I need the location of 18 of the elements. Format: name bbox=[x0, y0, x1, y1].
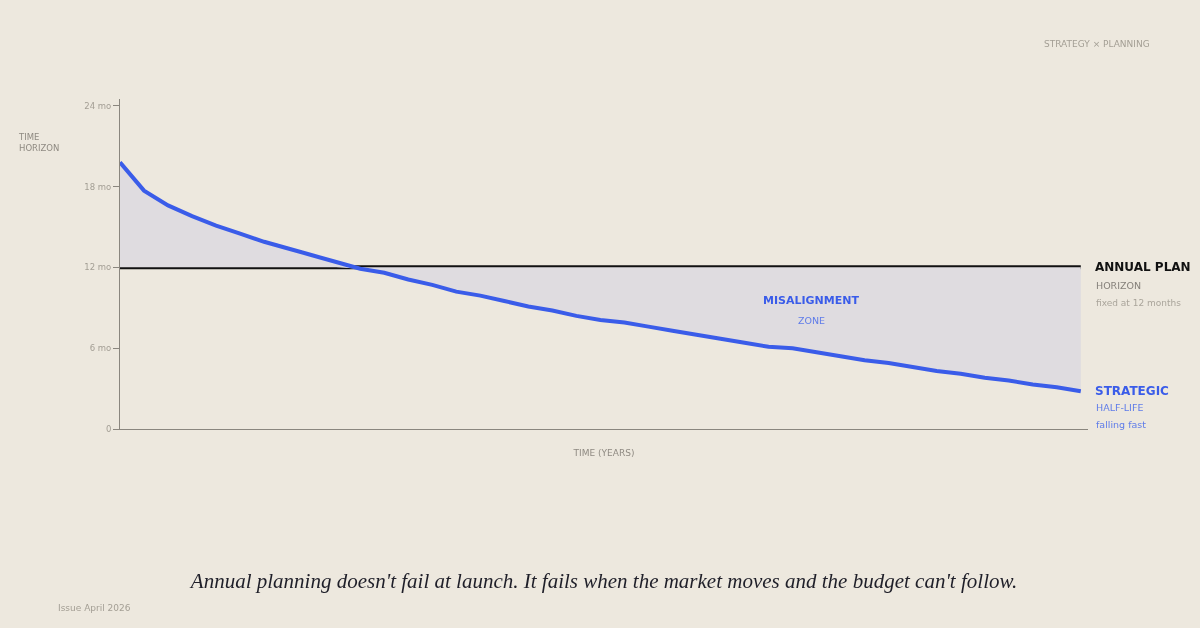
y-tick-label: 12 mo bbox=[84, 262, 112, 273]
annotation: MISALIGNMENT bbox=[763, 294, 860, 307]
ref-line-label: ANNUAL PLAN bbox=[1095, 260, 1191, 274]
text: falling fast bbox=[1096, 419, 1147, 430]
text: HALF-LIFE bbox=[1096, 402, 1144, 413]
text: Issue April 2026 bbox=[58, 603, 131, 613]
series-label: STRATEGIC bbox=[1095, 384, 1170, 398]
text: Annual planning doesn't fail at launch. It fails when the market moves and the budget can't follow. bbox=[188, 569, 1018, 594]
y-tick-label: 6 mo bbox=[89, 343, 112, 354]
text: STRATEGY × PLANNING bbox=[1044, 39, 1150, 49]
y-axis-title: TIME HORIZON bbox=[18, 132, 60, 154]
y-tick-label: 18 mo bbox=[84, 181, 112, 192]
x-axis-title: TIME (YEARS) bbox=[572, 448, 635, 459]
y-tick-label: 24 mo bbox=[84, 100, 112, 111]
text: fixed at 12 months bbox=[1096, 298, 1182, 308]
annotation: ZONE bbox=[798, 315, 826, 326]
y-tick-label: 0 bbox=[105, 423, 112, 434]
text: HORIZON bbox=[1096, 280, 1142, 291]
